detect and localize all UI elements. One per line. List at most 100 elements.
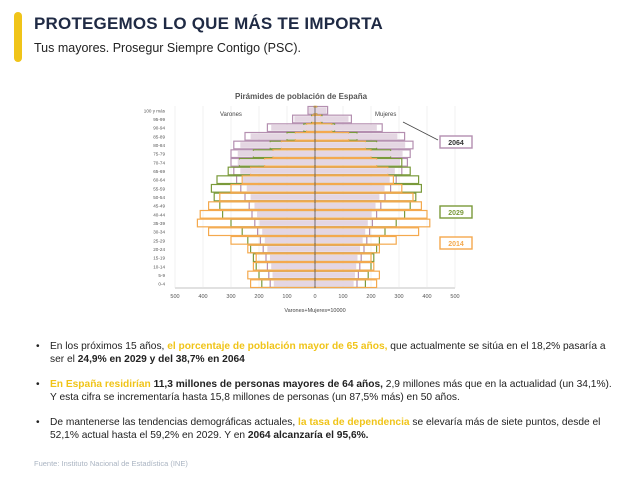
fill-varones-2064 [254, 202, 315, 209]
legend-box-2014 [439, 236, 473, 250]
x-tick-label: 200 [254, 294, 263, 300]
fill-mujeres-2064 [315, 228, 366, 235]
fill-mujeres-2064 [315, 263, 357, 270]
mujeres-label: Mujeres [375, 112, 396, 118]
x-tick-label: 200 [366, 294, 375, 300]
legend-box-2029 [439, 205, 473, 219]
fill-varones-2064 [308, 107, 315, 114]
age-label: 25-29 [153, 238, 165, 243]
fill-varones-2064 [269, 254, 315, 261]
chart-title: Pirámides de población de España [235, 92, 368, 101]
bullet-1-mid: que actualmente se sitúa en el 18,2% pas… [50, 341, 606, 365]
age-label: 75-79 [153, 152, 165, 157]
fill-mujeres-2064 [315, 220, 368, 226]
bullet-3: De mantenerse las tendencias demográfica… [34, 416, 614, 442]
fill-mujeres-2064 [315, 280, 354, 287]
population-pyramid-chart: Pirámides de población de España 500 400 3… [135, 92, 480, 327]
fill-mujeres-2064 [315, 124, 377, 131]
page-subtitle: Tus mayores. Prosegur Siempre Contigo (P… [34, 41, 301, 55]
fill-varones-2064 [257, 211, 315, 218]
fill-varones-2064 [240, 168, 315, 174]
fill-varones-2064 [267, 246, 315, 252]
x-tick-label: 100 [338, 294, 347, 300]
legend-label-2029: 2029 [448, 210, 464, 217]
fill-varones-2064 [246, 185, 315, 192]
fill-varones-2064 [273, 280, 315, 287]
bullet-2-bold: 11,3 millones de personas mayores de 64 … [153, 379, 383, 390]
fill-mujeres-2064 [315, 185, 385, 192]
age-label: 15-19 [153, 256, 165, 261]
fill-varones-2064 [271, 263, 315, 270]
fill-mujeres-2064 [315, 237, 363, 244]
age-label: 80-84 [153, 143, 165, 148]
x-tick-label: 300 [394, 294, 403, 300]
fill-mujeres-2064 [315, 168, 395, 174]
fill-varones-2064 [250, 133, 315, 140]
bullet-1-bold: 24,9% en 2029 y del 38,7% en 2064 [77, 354, 245, 365]
fill-varones-2064 [250, 194, 315, 200]
x-tick-label: 500 [450, 294, 459, 300]
bullet-3-bold: 2064 alcanzaría el 95,6%. [247, 430, 369, 441]
x-tick-label: 400 [422, 294, 431, 300]
age-label: 70-74 [153, 160, 165, 165]
fill-mujeres-2064 [315, 159, 401, 166]
fill-mujeres-2064 [315, 254, 358, 261]
fill-mujeres-2064 [315, 246, 361, 252]
page-title: PROTEGEMOS LO QUE MÁS TE IMPORTA [34, 14, 383, 33]
varones-label: Varones [220, 112, 242, 118]
fill-mujeres-2064 [315, 194, 380, 200]
fill-mujeres-2064 [315, 176, 390, 183]
age-label: 55-59 [153, 186, 165, 191]
fill-varones-2064 [240, 142, 315, 148]
legend-label-2014: 2014 [448, 241, 464, 248]
age-label: 5-9 [158, 273, 165, 278]
age-label: 85-89 [153, 134, 165, 139]
bullet-list: En los próximos 15 años, el porcentaje d… [34, 340, 614, 454]
bullet-1-highlight: el porcentaje de población mayor de 65 a… [167, 341, 388, 352]
bullet-3-mid: se elevaría más de siete puntos, desde e… [50, 417, 601, 441]
age-label: 35-39 [153, 221, 165, 226]
bullet-2-post: 2,9 millones más que en la actualidad (u… [50, 379, 612, 403]
age-label: 100 y más [144, 108, 166, 113]
accent-bar [14, 12, 22, 62]
fill-mujeres-2064 [315, 272, 355, 278]
x-tick-label: 500 [170, 294, 179, 300]
fill-varones-2064 [272, 272, 315, 278]
fill-mujeres-2064 [315, 211, 372, 218]
age-label: 65-69 [153, 169, 165, 174]
age-label: 95-99 [153, 117, 165, 122]
x-tick-label: 300 [226, 294, 235, 300]
source-footer: Fuente: Instituto Nacional de Estadístic… [34, 459, 188, 468]
age-label: 10-14 [153, 264, 165, 269]
x-tick-label: 100 [282, 294, 291, 300]
age-label: 50-54 [153, 195, 165, 200]
age-label: 40-44 [153, 212, 165, 217]
x-tick-label: 400 [198, 294, 207, 300]
bullet-3-pre: De mantenerse las tendencias demográfica… [50, 417, 299, 428]
legend-arrow-2064 [402, 121, 439, 141]
age-label: 0-4 [158, 282, 165, 287]
fill-mujeres-2064 [315, 116, 349, 122]
fill-varones-2064 [237, 159, 315, 166]
fill-varones-2064 [294, 116, 315, 122]
fill-mujeres-2064 [315, 142, 406, 148]
fill-varones-2064 [271, 124, 315, 131]
legend-label-2064: 2064 [448, 140, 464, 147]
x-axis-label: Varones+Mujeres=10000 [284, 308, 345, 314]
bullet-3-highlight: la tasa de dependencia [298, 417, 410, 428]
fill-varones-2064 [262, 228, 315, 235]
fill-varones-2064 [237, 150, 315, 157]
fill-varones-2064 [242, 176, 315, 183]
age-label: 30-34 [153, 230, 165, 235]
age-label: 60-64 [153, 178, 165, 183]
bullet-2: En España residirían 11,3 millones de pe… [34, 378, 614, 404]
fill-mujeres-2064 [315, 150, 403, 157]
pyramid-svg: 500 400 300 200 100 0 100 200 300 400 500 0-4 5-9 10-… [144, 105, 473, 314]
legend-box-2064 [439, 135, 473, 149]
bullet-2-highlight: En España residirían [50, 379, 151, 390]
age-label: 45-49 [153, 204, 165, 209]
fill-varones-2064 [259, 220, 315, 226]
age-label: 90-94 [153, 126, 165, 131]
fill-mujeres-2064 [315, 133, 398, 140]
fill-mujeres-2064 [315, 107, 327, 114]
